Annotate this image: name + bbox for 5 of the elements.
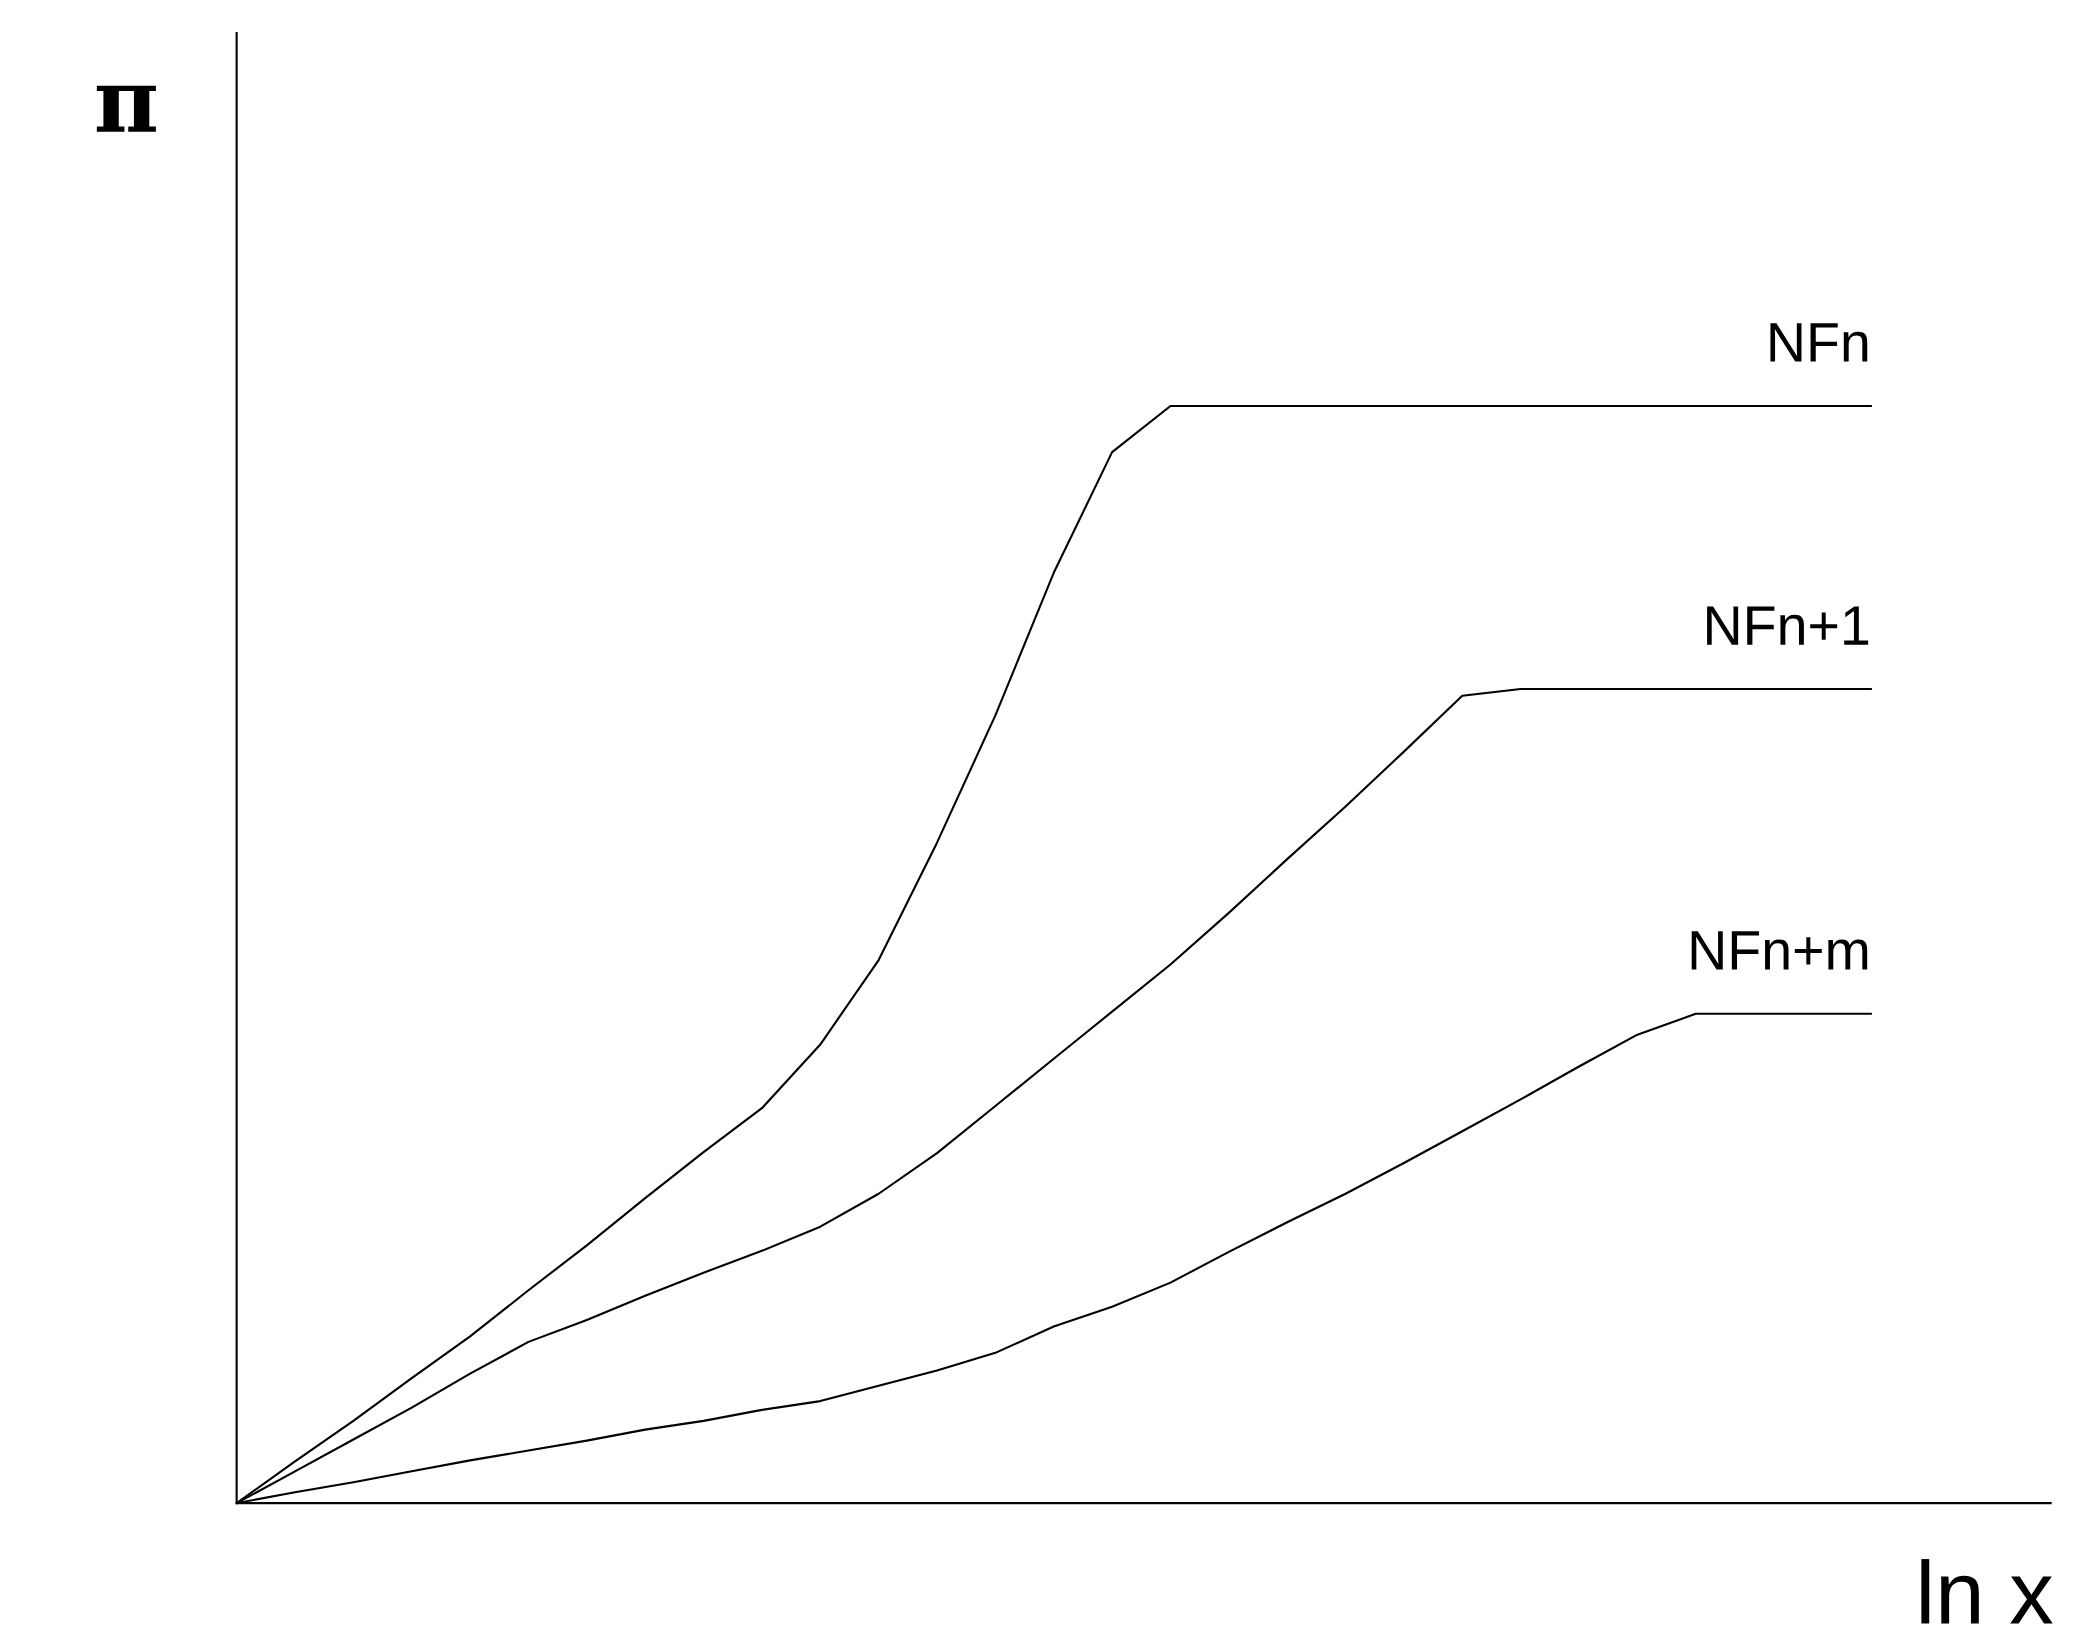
series-label: NFn+1 — [1707, 606, 1869, 645]
y-axis-title: π — [96, 85, 156, 132]
x-axis-title: ln x — [1921, 1559, 2053, 1624]
series-label: NFn+m — [1691, 931, 1868, 970]
series-label: NFn — [1770, 323, 1868, 362]
